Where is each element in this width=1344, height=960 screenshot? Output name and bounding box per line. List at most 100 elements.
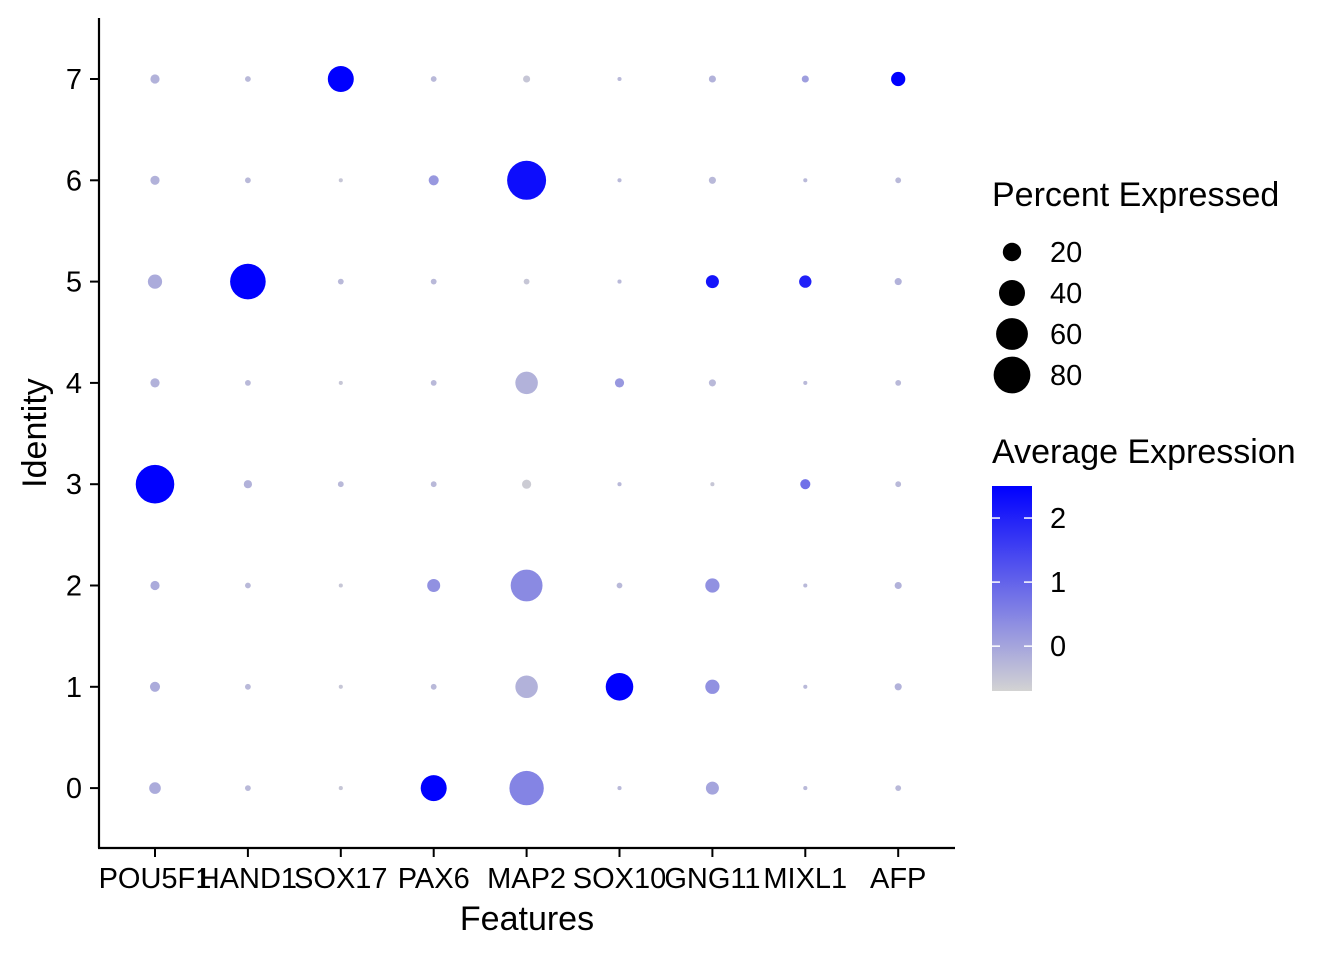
x-tick-label: POU5F1 [99, 863, 212, 895]
dot-map2-identity-2 [510, 569, 543, 602]
dot-pou5f1-identity-4 [150, 378, 160, 388]
y-tick-label: 7 [66, 64, 82, 96]
dot-map2-identity-5 [523, 278, 530, 285]
size-legend-title: Percent Expressed [992, 176, 1279, 214]
dot-pax6-identity-4 [430, 379, 437, 386]
dot-pou5f1-identity-0 [149, 782, 161, 794]
y-tick-label: 6 [66, 165, 82, 197]
x-tick-label: PAX6 [398, 863, 470, 895]
x-axis-title: Features [460, 900, 594, 938]
dot-gng11-identity-0 [705, 781, 719, 795]
dot-hand1-identity-2 [244, 582, 251, 589]
dot-afp-identity-0 [895, 785, 902, 792]
dot-map2-identity-4 [515, 371, 538, 395]
dot-afp-identity-3 [895, 481, 902, 488]
dot-hand1-identity-0 [244, 785, 251, 792]
y-tick-label: 1 [66, 672, 82, 704]
dot-pax6-identity-2 [427, 579, 441, 592]
size-legend-dot [1002, 242, 1022, 262]
y-ticks: 0 1 2 3 4 5 6 7 [66, 64, 99, 805]
dot-mixl1-identity-2 [803, 583, 808, 588]
size-legend-label: 80 [1050, 360, 1082, 392]
dot-sox10-identity-0 [617, 786, 622, 791]
y-tick-label: 3 [66, 469, 82, 501]
dot-pax6-identity-1 [430, 683, 437, 690]
dot-mixl1-identity-5 [799, 275, 812, 288]
dot-mixl1-identity-6 [803, 178, 808, 183]
color-legend-label: 1 [1050, 567, 1066, 599]
size-legend-label: 40 [1050, 278, 1082, 310]
x-tick-label: MIXL1 [763, 863, 847, 895]
dot-sox10-identity-1 [605, 673, 634, 701]
dot-gng11-identity-5 [705, 275, 719, 289]
dot-sox17-identity-1 [338, 684, 343, 689]
y-axis-title: Identity [16, 378, 54, 488]
dot-hand1-identity-3 [243, 480, 253, 489]
dot-sox17-identity-0 [338, 786, 343, 791]
dot-sox17-identity-5 [337, 278, 344, 285]
color-legend-bar [992, 486, 1032, 691]
y-tick-label: 2 [66, 571, 82, 603]
dot-hand1-identity-7 [244, 76, 251, 82]
dot-afp-identity-5 [894, 278, 902, 286]
dot-mixl1-identity-3 [800, 479, 811, 490]
points-layer [135, 66, 906, 806]
size-legend-items: 20 40 60 80 [993, 237, 1082, 394]
dot-sox10-identity-2 [616, 582, 623, 589]
size-legend-label: 20 [1050, 237, 1082, 269]
dot-pou5f1-identity-2 [150, 580, 160, 591]
dot-mixl1-identity-0 [803, 786, 808, 791]
dot-pou5f1-identity-1 [149, 681, 161, 692]
dot-hand1-identity-4 [244, 379, 251, 386]
size-legend-label: 60 [1050, 319, 1082, 351]
dot-gng11-identity-2 [705, 578, 720, 593]
dot-afp-identity-4 [895, 379, 902, 386]
dot-mixl1-identity-7 [801, 75, 809, 83]
y-tick-label: 0 [66, 773, 82, 805]
dot-mixl1-identity-1 [803, 684, 808, 689]
dot-hand1-identity-1 [244, 683, 251, 690]
dot-gng11-identity-4 [708, 379, 716, 387]
dot-gng11-identity-1 [705, 679, 720, 694]
dot-sox17-identity-4 [338, 380, 343, 385]
dot-map2-identity-6 [507, 160, 547, 200]
size-legend: Percent Expressed 20 40 60 80 [992, 176, 1279, 394]
dot-map2-identity-3 [522, 479, 532, 489]
dot-pax6-identity-6 [428, 175, 439, 186]
color-legend-title: Average Expression [992, 433, 1296, 471]
color-legend: Average Expression 0 1 2 [992, 433, 1296, 691]
dot-map2-identity-0 [509, 770, 544, 806]
dot-sox10-identity-7 [617, 76, 622, 82]
dot-sox10-identity-6 [617, 178, 622, 183]
dot-sox17-identity-3 [337, 481, 344, 488]
y-tick-label: 5 [66, 267, 82, 299]
dot-pou5f1-identity-5 [147, 274, 163, 289]
dot-afp-identity-7 [891, 71, 906, 87]
dot-sox10-identity-3 [617, 482, 622, 487]
x-tick-label: SOX17 [294, 863, 388, 895]
dot-pou5f1-identity-6 [150, 175, 160, 185]
dot-pou5f1-identity-7 [150, 74, 160, 84]
size-legend-dot [996, 318, 1028, 350]
dot-sox17-identity-2 [338, 583, 343, 588]
x-tick-label: SOX10 [573, 863, 667, 895]
dot-gng11-identity-7 [708, 75, 716, 83]
dot-pax6-identity-7 [430, 76, 437, 82]
color-legend-ticks: 0 1 2 [992, 503, 1066, 663]
dot-hand1-identity-6 [244, 177, 251, 184]
dot-pou5f1-identity-3 [135, 464, 175, 504]
dot-pax6-identity-0 [420, 775, 447, 802]
dot-pax6-identity-3 [430, 481, 437, 488]
dot-sox17-identity-7 [327, 66, 354, 92]
dot-pax6-identity-5 [430, 278, 437, 285]
dot-afp-identity-1 [894, 683, 902, 691]
y-tick-label: 4 [66, 368, 82, 400]
dot-map2-identity-7 [523, 75, 531, 83]
x-tick-label: AFP [870, 863, 926, 895]
dot-sox17-identity-6 [338, 178, 343, 183]
dot-sox10-identity-4 [614, 378, 625, 388]
dot-map2-identity-1 [515, 675, 538, 699]
